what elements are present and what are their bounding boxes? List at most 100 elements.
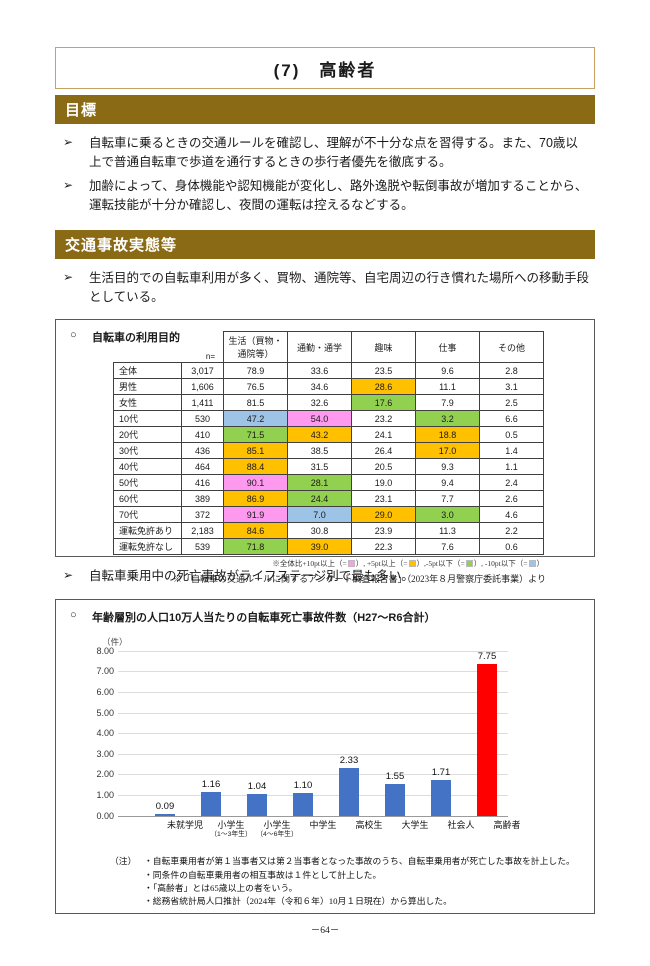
row-label: 全体	[113, 362, 182, 380]
usage-value-cell: 0.5	[479, 426, 544, 444]
note-line: ・「高齢者」とは65歳以上の者をいう。	[144, 882, 298, 893]
usage-value-cell: 86.9	[223, 490, 288, 508]
bar-group: 7.75	[464, 651, 510, 816]
usage-value-cell: 19.0	[351, 474, 416, 492]
chart-row: 8.00 7.00 6.00 5.00 4.00 3.00 2.00 1.00 0.00 0.0…	[76, 646, 594, 821]
gridline	[118, 795, 508, 796]
usage-value-cell: 23.5	[351, 362, 416, 380]
x-label-main: 大学生	[401, 819, 429, 830]
note-line: ・総務省統計局人口推計（2024年（令和６年）10月１日現在）から算出した。	[144, 895, 452, 906]
chart-bars: 0.09 1.16 1.04 1.10 2.33 1.55 1.71 7.75	[142, 651, 510, 816]
y-axis-tick-label: 7.00	[96, 666, 114, 677]
gridline	[118, 815, 508, 817]
accident-bullet-text: 自転車乗用中の死亡事故がライフステージ別で最も多い。	[89, 569, 414, 584]
circle-marker-icon: ○	[70, 608, 77, 621]
notes-lines: ・自転車乗用者が第１当事者又は第２当事者となった事故のうち、自転車乗用者が死亡し…	[144, 855, 575, 908]
usage-table-title: 自転車の利用目的	[92, 332, 180, 345]
usage-value-cell: 6.6	[479, 410, 544, 428]
gridline	[118, 712, 508, 714]
bar-group: 1.10	[280, 651, 326, 816]
n-value-cell: 539	[181, 538, 224, 556]
x-label-sub: （4～6年生）	[256, 830, 298, 838]
chart-plot: 0.09 1.16 1.04 1.10 2.33 1.55 1.71 7.75	[118, 650, 510, 817]
usage-table-row: 男性 1,606 76.5 34.6 28.6 11.1 3.1	[113, 378, 544, 396]
bar-group: 0.09	[142, 651, 188, 816]
section-header-accidents: 交通事故実態等	[55, 229, 595, 259]
bar-6	[431, 780, 451, 816]
bar-value-label: 1.55	[385, 770, 405, 782]
usage-value-cell: 32.6	[287, 394, 352, 412]
x-axis-label: 未就学児	[162, 820, 208, 840]
x-label-main: 高校生	[355, 819, 383, 830]
section-header-goal: 目標	[55, 95, 595, 124]
y-axis-tick-label: 3.00	[96, 748, 114, 759]
usage-table-row: 運転免許なし 539 71.8 39.0 22.3 7.6 0.6	[113, 538, 544, 556]
usage-value-cell: 76.5	[223, 378, 288, 396]
usage-value-cell: 9.6	[415, 362, 480, 380]
usage-value-cell: 33.6	[287, 362, 352, 380]
bullet-arrow-icon: ➢	[63, 269, 74, 284]
col-header-life: 生活（買物・ 通院等）	[223, 331, 288, 364]
usage-table-row: 40代 464 88.4 31.5 20.5 9.3 1.1	[113, 458, 544, 476]
bar-group: 1.55	[372, 651, 418, 816]
gridline	[118, 733, 508, 735]
usage-value-cell: 39.0	[287, 538, 352, 556]
n-value-cell: 389	[181, 490, 224, 508]
x-axis-label: 小学生 （1～3年生）	[208, 820, 254, 840]
y-axis-tick-label: 5.00	[96, 707, 114, 718]
usage-value-cell: 9.4	[415, 474, 480, 492]
usage-table-body: 全体 3,017 78.9 33.6 23.5 9.6 2.8 男性 1,606 76.5 34.6…	[113, 362, 544, 556]
y-axis-tick-label: 2.00	[96, 769, 114, 780]
usage-value-cell: 0.6	[479, 538, 544, 556]
col-header-work: 仕事	[415, 331, 480, 364]
usage-value-cell: 81.5	[223, 394, 288, 412]
legend-color-chip	[465, 560, 473, 568]
circle-marker-icon: ○	[70, 329, 77, 342]
usage-value-cell: 28.6	[351, 378, 416, 396]
usage-value-cell: 11.1	[415, 378, 480, 396]
bar-value-label: 7.75	[477, 650, 497, 662]
usage-value-cell: 91.9	[223, 506, 288, 524]
usage-value-cell: 24.4	[287, 490, 352, 508]
usage-value-cell: 7.7	[415, 490, 480, 508]
n-value-cell: 464	[181, 458, 224, 476]
usage-value-cell: 11.3	[415, 522, 480, 540]
usage-value-cell: 3.2	[415, 410, 480, 428]
bar-value-label: 1.04	[247, 781, 267, 793]
usage-table-source: ※「自転車の交通ルールに関するアンケート調査報告書」（2023年８月警察庁委託事…	[173, 574, 546, 585]
usage-value-cell: 71.5	[223, 426, 288, 444]
chart-title-row: ○ 年齢層別の人口10万人当たりの自転車死亡事故件数（H27～R6合計）	[56, 600, 594, 625]
n-value-cell: 1,411	[181, 394, 224, 412]
accident-bullet-fatal-wrap: ➢ 自転車乗用中の死亡事故がライフステージ別で最も多い。	[55, 557, 595, 594]
usage-value-cell: 9.3	[415, 458, 480, 476]
bar-group: 2.33	[326, 651, 372, 816]
gridline	[118, 691, 508, 693]
bar-0	[155, 813, 175, 816]
usage-value-cell: 26.4	[351, 442, 416, 460]
y-axis-tick-label: 4.00	[96, 728, 114, 739]
usage-table-header-row: n= 生活（買物・ 通院等） 通勤・通学 趣味 仕事 その他	[114, 331, 544, 364]
usage-table-row: 全体 3,017 78.9 33.6 23.5 9.6 2.8	[113, 362, 544, 380]
bullet-arrow-icon: ➢	[63, 135, 74, 149]
usage-value-cell: 23.2	[351, 410, 416, 428]
usage-table-row: 60代 389 86.9 24.4 23.1 7.7 2.6	[113, 490, 544, 508]
y-axis-unit-label: （件）	[102, 636, 128, 647]
n-value-cell: 3,017	[181, 362, 224, 380]
row-label: 30代	[113, 442, 182, 460]
usage-table-title-row: ○ 自転車の利用目的	[56, 320, 594, 345]
x-axis-label: 高校生	[346, 820, 392, 840]
x-label-main: 未就学児	[166, 819, 203, 830]
legend-text: ※全体比+10pt以上（=	[272, 559, 347, 569]
bar-7	[477, 663, 497, 816]
col-header-hobby: 趣味	[351, 331, 416, 364]
usage-table-row: 30代 436 85.1 38.5 26.4 17.0 1.4	[113, 442, 544, 460]
chart-title: 年齢層別の人口10万人当たりの自転車死亡事故件数（H27～R6合計）	[92, 611, 436, 624]
y-axis-tick-label: 6.00	[96, 686, 114, 697]
usage-value-cell: 24.1	[351, 426, 416, 444]
usage-value-cell: 85.1	[223, 442, 288, 460]
bar-1	[201, 791, 221, 816]
fatality-chart-box: ○ 年齢層別の人口10万人当たりの自転車死亡事故件数（H27～R6合計） （件）…	[55, 598, 595, 914]
y-axis-tick-label: 8.00	[96, 645, 114, 656]
accident-bullet: ➢ 自転車乗用中の死亡事故がライフステージ別で最も多い。	[55, 565, 595, 588]
usage-table-row: 70代 372 91.9 7.0 29.0 3.0 4.6	[113, 506, 544, 524]
